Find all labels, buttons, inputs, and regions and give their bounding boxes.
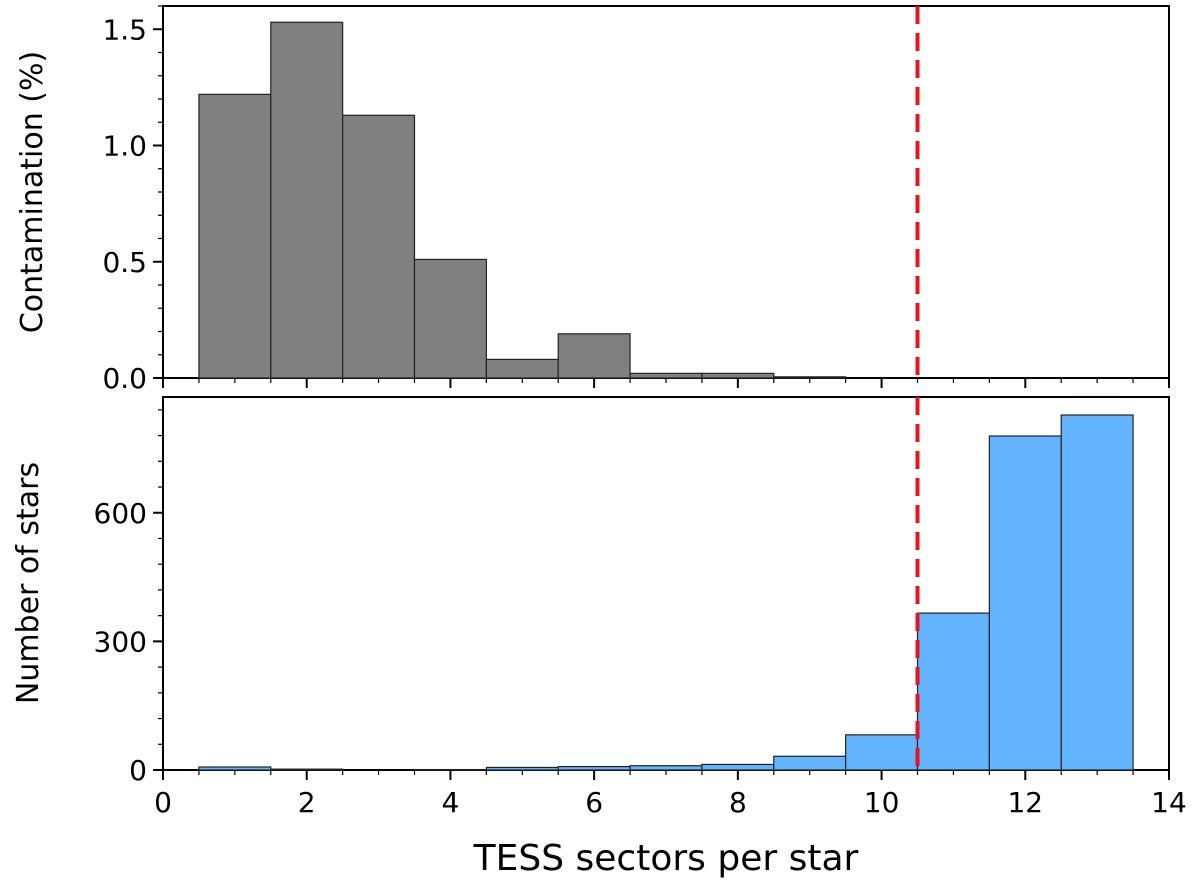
- x-tick-label: 14: [1151, 786, 1187, 819]
- bottom-bar: [988, 435, 1062, 771]
- bottom-bar: [916, 612, 990, 771]
- y-tick-label: 1.5: [102, 13, 147, 46]
- top-bar: [557, 333, 631, 379]
- bottom-bar: [1060, 414, 1134, 771]
- bottom-bars: [198, 414, 1134, 771]
- bottom-panel: 0 300 600 0 2 4 6 8 10 12 14 Number of stars TESS …: [11, 396, 1187, 879]
- y-tick-label: 600: [94, 497, 147, 530]
- top-bar: [629, 372, 703, 379]
- top-bar: [485, 358, 559, 379]
- bottom-bar: [629, 765, 703, 771]
- bottom-bar: [485, 766, 559, 771]
- x-tick-label: 10: [864, 786, 900, 819]
- top-bar: [701, 372, 775, 379]
- top-bars: [198, 21, 847, 379]
- top-panel: 0.0 0.5 1.0 1.5 Contamination (%): [15, 5, 1170, 395]
- bottom-bar: [701, 763, 775, 771]
- top-ticks: 0.0 0.5 1.0 1.5: [102, 5, 1170, 395]
- top-bar: [413, 258, 487, 379]
- bottom-y-axis-label: Number of stars: [11, 462, 46, 704]
- bottom-bar: [557, 765, 631, 771]
- bottom-bar: [198, 766, 272, 771]
- y-tick-label: 0.0: [102, 362, 147, 395]
- y-tick-label: 0: [129, 754, 147, 787]
- bottom-bar: [845, 734, 919, 771]
- top-bar: [270, 21, 344, 379]
- x-tick-label: 12: [1007, 786, 1043, 819]
- x-tick-label: 8: [729, 786, 747, 819]
- bottom-ticks: 0 300 600 0 2 4 6 8 10 12 14: [94, 409, 1187, 819]
- top-y-axis-label: Contamination (%): [15, 51, 50, 333]
- bottom-bar: [773, 755, 847, 771]
- x-axis-label: TESS sectors per star: [473, 838, 859, 879]
- x-tick-label: 2: [298, 786, 316, 819]
- x-tick-label: 4: [442, 786, 460, 819]
- top-bar: [773, 376, 847, 379]
- top-bar: [198, 93, 272, 379]
- y-tick-label: 300: [94, 625, 147, 658]
- x-tick-label: 0: [154, 786, 172, 819]
- x-tick-label: 6: [585, 786, 603, 819]
- top-bar: [342, 114, 416, 379]
- bottom-bar: [270, 768, 344, 771]
- y-tick-label: 0.5: [102, 246, 147, 279]
- y-tick-label: 1.0: [102, 130, 147, 163]
